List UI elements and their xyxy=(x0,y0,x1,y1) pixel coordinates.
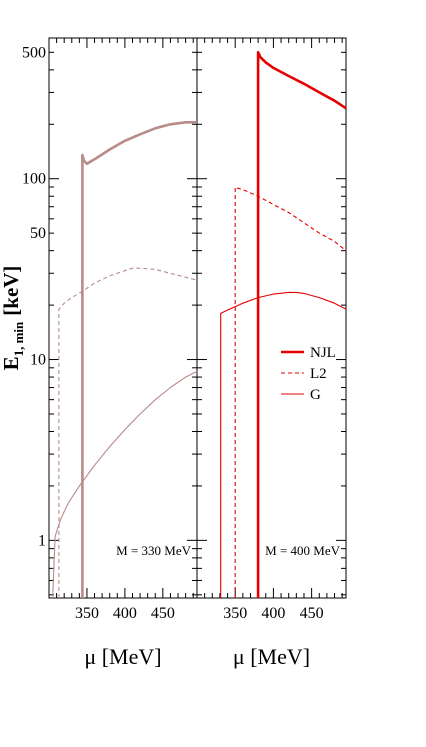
y-tick-label: 500 xyxy=(22,44,46,61)
x-tick-label: 350 xyxy=(75,605,99,622)
series-line-l2-panel-2 xyxy=(234,186,347,598)
series-line-l2-panel-1 xyxy=(58,267,198,598)
legend-label-g: G xyxy=(310,387,321,403)
x-tick-label: 350 xyxy=(223,605,247,622)
x-tick-label: 450 xyxy=(300,605,324,622)
y-axis-label: E1, min[keV] xyxy=(0,266,26,371)
panel-frame-1 xyxy=(48,37,198,599)
y-tick-label: 10 xyxy=(30,352,46,369)
panel-frame-2 xyxy=(196,37,347,599)
series-line-njl-panel-2 xyxy=(256,51,347,598)
x-axis-label: μ [MeV] xyxy=(84,644,161,669)
x-tick-label: 400 xyxy=(261,605,285,622)
series-line-njl-panel-1 xyxy=(81,121,197,598)
x-axis-label: μ [MeV] xyxy=(233,644,310,669)
series-line-g-panel-2 xyxy=(220,291,347,598)
series-line-g-panel-1 xyxy=(52,370,198,598)
legend-label-njl: NJL xyxy=(310,345,336,361)
legend-label-l2: L2 xyxy=(310,366,327,382)
y-tick-label: 100 xyxy=(22,171,46,188)
panel-label: M = 400 MeV xyxy=(265,543,340,558)
legend: NJL L2 G xyxy=(281,345,336,403)
panel-frames xyxy=(48,37,347,599)
y-tick-label: 1 xyxy=(38,532,46,549)
axis-labels: 350 400 450 μ [MeV] M = 330 MeV 350 400 450 μ [M… xyxy=(0,44,341,669)
panel-label: M = 330 MeV xyxy=(116,543,191,558)
series-lines xyxy=(52,51,347,598)
y-tick-label: 50 xyxy=(30,225,46,242)
x-tick-label: 400 xyxy=(113,605,137,622)
axis-ticks xyxy=(49,37,346,598)
x-tick-label: 450 xyxy=(151,605,175,622)
